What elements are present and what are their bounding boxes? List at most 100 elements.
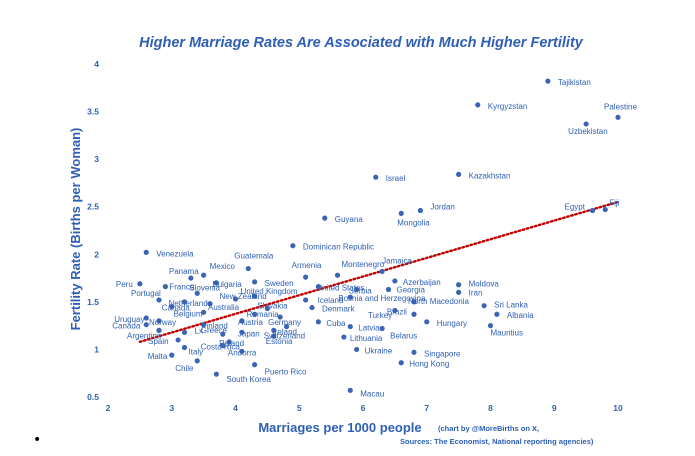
point-label: Lithuania [350, 334, 383, 343]
x-tick-label: 9 [552, 403, 557, 413]
point-label: Kazakhstan [469, 171, 511, 180]
data-point [583, 121, 589, 127]
data-point [309, 304, 315, 311]
data-point [271, 333, 277, 339]
data-point [137, 281, 143, 287]
data-point [315, 319, 321, 325]
x-axis-ticks: 2 3 4 5 6 7 8 9 10 [106, 403, 623, 413]
data-point [615, 114, 621, 120]
point-label: Belgium [174, 309, 203, 318]
point-label: Costa Rica [201, 343, 241, 352]
point-label: Greece [201, 326, 228, 335]
x-axis-label: Marriages per 1000 people [258, 420, 421, 435]
point-label: Mongolia [397, 218, 430, 227]
data-point [252, 311, 258, 317]
point-label: Ireland [273, 328, 297, 337]
data-point [143, 322, 149, 328]
point-label: Venezuela [156, 249, 194, 258]
x-tick-label: 4 [233, 403, 238, 413]
data-point [347, 323, 353, 330]
data-point [379, 268, 385, 275]
list-bullet: • [33, 432, 42, 448]
x-tick-label: 5 [297, 403, 302, 413]
point-label: Fiji [609, 199, 619, 208]
point-label: Panama [169, 267, 199, 276]
data-point [213, 280, 219, 286]
point-label: Austria [238, 318, 263, 327]
point-label: Denmark [322, 305, 355, 314]
point-label: Canada [162, 304, 191, 313]
data-points [137, 78, 621, 393]
data-point [589, 207, 596, 214]
point-label: Latvia [358, 324, 380, 333]
data-point [303, 274, 309, 280]
data-point [239, 329, 245, 335]
point-label: Sweden [265, 279, 294, 288]
x-tick-label: 7 [424, 403, 429, 413]
data-point [481, 303, 487, 309]
point-label: Malta [148, 352, 168, 361]
point-label: Argentina [127, 331, 162, 340]
point-label: Montenegro [342, 260, 385, 269]
chart-sources: Sources: The Economist, National reporti… [400, 437, 594, 446]
point-label: Palestine [604, 102, 637, 111]
point-label: Singapore [424, 349, 461, 358]
data-point [220, 343, 226, 349]
point-label: Georgia [397, 285, 426, 294]
point-label: Andorra [228, 348, 257, 357]
data-point [156, 297, 162, 303]
point-label: Bosnia and Herzegovina [338, 294, 426, 303]
data-point [417, 207, 423, 214]
point-label: Puerto Rico [265, 368, 307, 377]
point-label: Kyrgyzstan [488, 102, 528, 111]
data-point [181, 329, 188, 335]
data-point [283, 323, 290, 330]
x-tick-label: 10 [613, 403, 623, 413]
data-point [239, 348, 245, 354]
point-label: Jordan [430, 203, 454, 212]
point-label: North Macedonia [408, 297, 469, 306]
data-point [424, 319, 430, 325]
point-label: Slovenia [189, 283, 220, 292]
trendline-path [138, 200, 620, 344]
data-point [181, 299, 188, 305]
data-point [169, 352, 175, 358]
point-label: Spain [148, 337, 168, 346]
y-tick-label: 4 [94, 59, 99, 69]
point-label: Albania [507, 311, 534, 320]
trendline [138, 200, 620, 344]
data-point [456, 289, 462, 295]
point-label: New Zealand [220, 292, 267, 301]
x-tick-label: 3 [169, 403, 174, 413]
point-label: Mexico [210, 262, 236, 271]
data-point [264, 305, 270, 312]
point-label: Italy [189, 348, 204, 357]
data-point [201, 322, 207, 328]
data-point [181, 344, 188, 351]
data-point [373, 174, 379, 180]
data-point [347, 294, 353, 300]
point-label: Iran [469, 288, 483, 297]
data-point [194, 290, 200, 296]
data-point [545, 78, 551, 84]
data-point [252, 362, 258, 368]
data-point [156, 318, 162, 324]
data-point [602, 206, 608, 213]
point-label: Guatemala [234, 252, 274, 261]
point-label: Lx [195, 326, 203, 335]
chart-title: Higher Marriage Rates Are Associated wit… [139, 35, 584, 51]
data-point [220, 331, 226, 337]
point-label: Jamaica [382, 256, 412, 265]
data-point [398, 360, 404, 366]
point-label: Hungary [437, 319, 467, 328]
data-point [341, 334, 347, 340]
y-tick-label: 2.5 [87, 202, 99, 212]
data-point [392, 278, 398, 284]
point-label: South Korea [226, 375, 271, 384]
y-axis-label: Fertility Rate (Births per Woman) [68, 128, 83, 331]
x-tick-label: 8 [488, 403, 493, 413]
data-point [392, 307, 398, 314]
point-label: Moldova [469, 280, 500, 289]
chart-credit: (chart by @MoreBirths on X, [438, 424, 539, 433]
data-point [239, 318, 245, 324]
